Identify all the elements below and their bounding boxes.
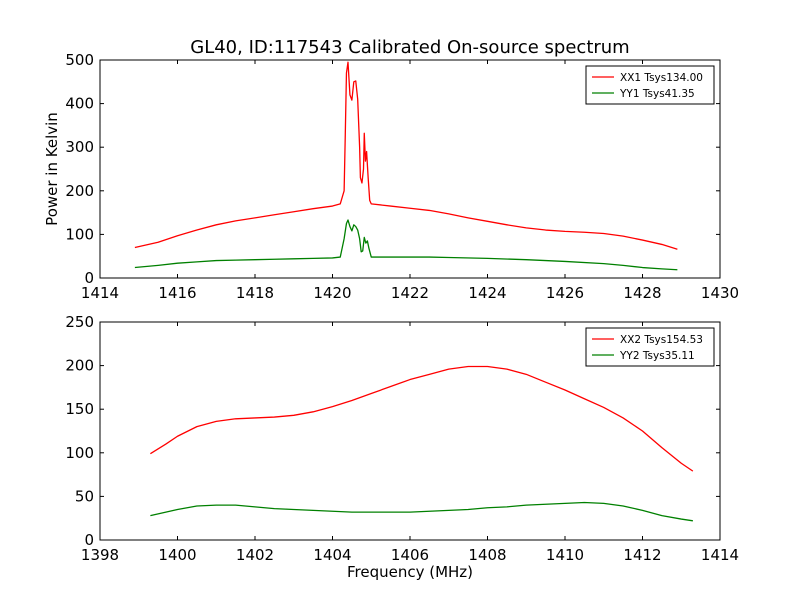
x-tick-label: 1414 [701,546,739,564]
x-tick-label: 1426 [546,284,584,302]
x-tick-label: 1424 [468,284,506,302]
x-tick-label: 1408 [468,546,506,564]
x-tick-label: 1398 [81,546,119,564]
legend-label: YY1 Tsys41.35 [619,88,695,100]
x-axis-title: Frequency (MHz) [347,563,473,581]
x-tick-label: 1412 [623,546,661,564]
series-line-2-2 [150,501,693,522]
series-line-1-1 [134,61,678,250]
legend-box [585,65,715,105]
x-tick-label: 1418 [236,284,274,302]
figure-title: GL40, ID:117543 Calibrated On-source spe… [190,37,629,58]
x-tick-label: 1406 [391,546,429,564]
x-tick-label: 1420 [313,284,351,302]
y-tick-label: 250 [65,313,94,331]
y-axis-title: Power in Kelvin [43,112,61,226]
x-tick-label: 1430 [701,284,739,302]
x-tick-label: 1404 [313,546,351,564]
legend-label: YY2 Tsys35.11 [619,350,695,362]
x-tick-label: 1400 [158,546,196,564]
y-tick-label: 0 [84,531,94,549]
x-tick-label: 1402 [236,546,274,564]
y-tick-label: 100 [65,444,94,462]
series-line-1-2 [134,219,678,271]
legend: XX2 Tsys154.53 YY2 Tsys35.11 [585,327,715,367]
legend-label: XX2 Tsys154.53 [620,334,703,346]
x-tick-label: 1416 [158,284,196,302]
y-tick-label: 0 [84,269,94,287]
y-tick-label: 50 [75,487,94,505]
legend-box [585,327,715,367]
legend-label: XX1 Tsys134.00 [620,72,703,84]
y-tick-label: 200 [65,182,94,200]
y-tick-label: 200 [65,357,94,375]
panels: 1414 1416 1418 1420 1422 1424 1426 1428 1430 0 100… [43,51,739,581]
y-tick-label: 150 [65,400,94,418]
x-tick-label: 1422 [391,284,429,302]
x-tick-label: 1414 [81,284,119,302]
legend: XX1 Tsys134.00 YY1 Tsys41.35 [585,65,715,105]
y-tick-label: 100 [65,225,94,243]
y-tick-label: 500 [65,51,94,69]
x-tick-label: 1428 [623,284,661,302]
chart-panel-2: 1398 1400 1402 1404 1406 1408 1410 1412 1414 0 50 1… [65,313,739,581]
chart-panel-1: 1414 1416 1418 1420 1422 1424 1426 1428 1430 0 100… [43,51,739,302]
series-line-2-1 [150,365,694,472]
y-tick-label: 400 [65,95,94,113]
x-tick-label: 1410 [546,546,584,564]
y-tick-label: 300 [65,138,94,156]
